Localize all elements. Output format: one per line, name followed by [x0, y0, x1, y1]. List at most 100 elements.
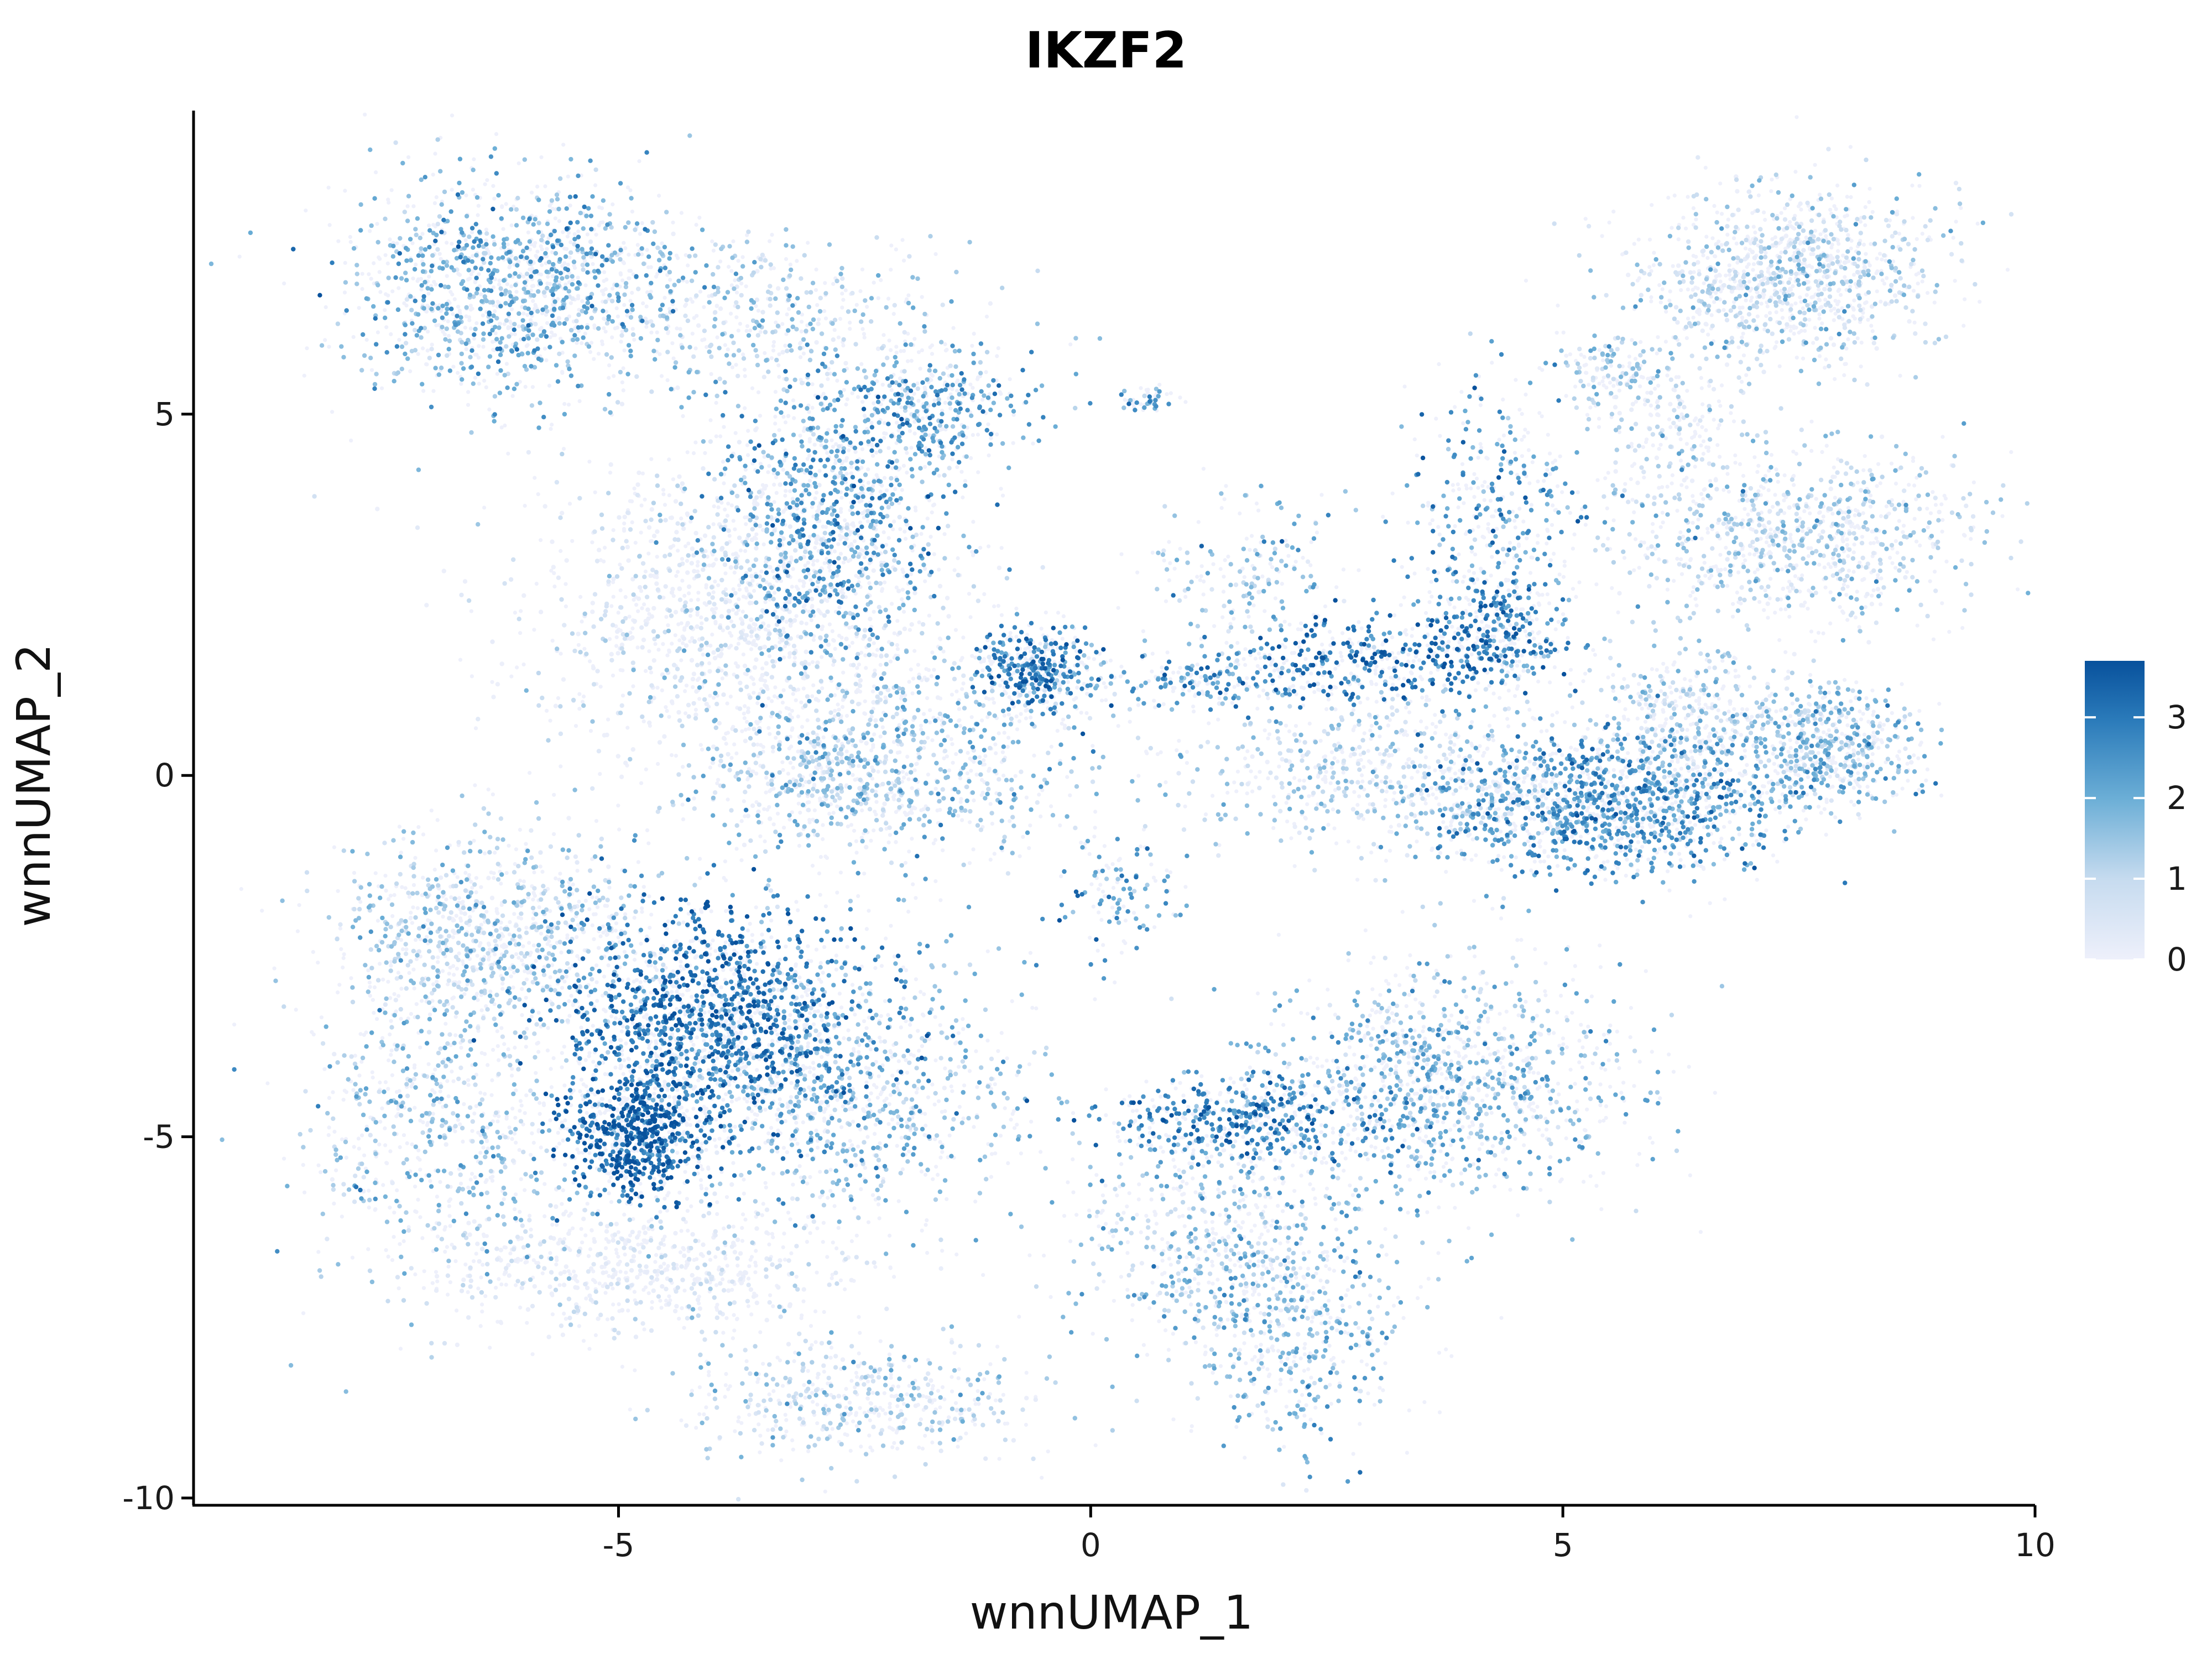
- cell-point: [837, 432, 842, 436]
- cell-point: [1694, 603, 1699, 608]
- cell-point: [749, 675, 754, 680]
- cell-point: [543, 184, 547, 189]
- cell-point: [805, 457, 810, 461]
- cell-point: [910, 786, 914, 790]
- cell-point: [750, 578, 755, 583]
- cell-point: [1752, 552, 1757, 557]
- cell-point: [1025, 707, 1030, 712]
- cell-point: [349, 439, 353, 443]
- cell-point: [716, 505, 721, 510]
- cell-point: [1050, 638, 1054, 643]
- cell-point: [533, 302, 538, 307]
- cell-point: [764, 483, 769, 488]
- cell-point: [1617, 699, 1621, 703]
- cell-point: [1851, 570, 1856, 574]
- cell-point: [813, 545, 817, 550]
- cell-point: [1433, 768, 1437, 773]
- cell-point: [931, 841, 936, 846]
- cell-point: [1318, 739, 1323, 743]
- cell-point: [549, 568, 554, 573]
- cell-point: [1032, 753, 1036, 758]
- cell-point: [1861, 712, 1865, 716]
- cell-point: [1773, 611, 1777, 615]
- cell-point: [1191, 705, 1196, 709]
- cell-point: [1675, 729, 1679, 734]
- cell-point: [612, 374, 616, 378]
- cell-point: [2016, 587, 2020, 592]
- cell-point: [1733, 669, 1738, 673]
- cell-point: [477, 272, 481, 276]
- cell-point: [1521, 669, 1526, 673]
- cell-point: [657, 194, 661, 198]
- cell-point: [800, 320, 804, 324]
- cell-point: [746, 453, 750, 457]
- cell-point: [902, 258, 906, 263]
- cell-point: [1490, 906, 1495, 911]
- cell-point: [1056, 611, 1061, 615]
- cell-point: [992, 604, 997, 609]
- cell-point: [726, 797, 730, 802]
- cell-point: [1014, 714, 1019, 719]
- cell-point: [637, 159, 641, 164]
- cell-point: [1657, 724, 1662, 728]
- cell-point: [1650, 667, 1654, 671]
- cell-point: [786, 771, 790, 776]
- cell-point: [504, 362, 509, 366]
- cell-point: [1708, 901, 1712, 905]
- cell-point: [1558, 454, 1562, 458]
- cell-point: [552, 585, 557, 589]
- cell-point: [523, 384, 528, 389]
- cell-point: [487, 252, 491, 256]
- cell-point: [841, 591, 846, 596]
- cell-point: [1585, 413, 1590, 417]
- cell-point: [894, 247, 898, 252]
- cell-point: [1691, 767, 1695, 771]
- cell-point: [1657, 847, 1662, 851]
- cell-point: [1438, 434, 1442, 438]
- cell-point: [1232, 617, 1236, 621]
- cell-point: [811, 562, 816, 567]
- cell-point: [643, 569, 648, 574]
- cell-point: [1879, 514, 1884, 519]
- cell-point: [532, 628, 536, 632]
- cell-point: [820, 686, 825, 691]
- cell-point: [892, 797, 896, 802]
- cell-point: [1572, 532, 1577, 537]
- cell-point: [912, 649, 917, 653]
- cell-point: [645, 248, 649, 252]
- cell-point: [916, 413, 920, 418]
- cell-point: [688, 519, 693, 524]
- cell-point: [1245, 749, 1250, 754]
- cell-point: [865, 519, 870, 524]
- cell-point: [894, 810, 898, 814]
- cell-point: [894, 840, 898, 844]
- cell-point: [940, 427, 945, 431]
- cell-point: [782, 458, 786, 463]
- cell-point: [883, 476, 887, 480]
- cell-point: [390, 289, 395, 294]
- cell-point: [647, 649, 651, 654]
- cell-point: [1586, 805, 1590, 810]
- cell-point: [827, 622, 832, 627]
- cell-point: [1331, 807, 1335, 812]
- cell-point: [1570, 705, 1574, 709]
- cell-point: [695, 613, 700, 617]
- cell-point: [700, 747, 705, 752]
- cell-point: [1719, 767, 1723, 771]
- cell-point: [639, 781, 644, 785]
- cell-point: [990, 821, 994, 826]
- cell-point: [528, 771, 532, 775]
- cell-point: [912, 431, 917, 436]
- cell-point: [1807, 588, 1811, 593]
- cell-point: [713, 621, 718, 625]
- cell-point: [525, 312, 530, 317]
- cell-point: [1139, 844, 1143, 849]
- cell-point: [662, 503, 667, 507]
- cell-point: [369, 368, 374, 372]
- cell-point: [1794, 740, 1799, 745]
- cell-point: [481, 313, 485, 318]
- cell-point: [723, 571, 728, 576]
- cell-point: [1819, 811, 1823, 815]
- cell-point: [1201, 592, 1206, 597]
- cell-point: [1168, 561, 1172, 566]
